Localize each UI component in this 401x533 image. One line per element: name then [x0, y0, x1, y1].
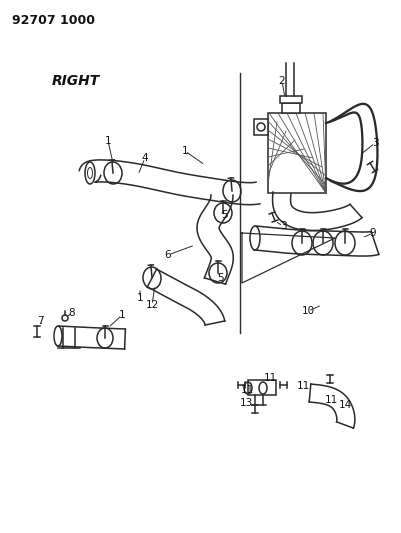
Text: 11: 11 [263, 373, 277, 383]
Text: 8: 8 [69, 308, 75, 318]
Bar [282, 103, 300, 113]
Text: 1: 1 [182, 146, 188, 156]
Text: 9: 9 [370, 228, 376, 238]
Text: 3: 3 [279, 221, 286, 231]
Text: 3: 3 [372, 138, 378, 148]
Text: RIGHT: RIGHT [52, 74, 100, 88]
Text: 5: 5 [222, 210, 228, 220]
Text: 10: 10 [302, 306, 314, 316]
Text: 7: 7 [36, 316, 43, 326]
Text: 2: 2 [279, 76, 286, 86]
Text: 14: 14 [338, 400, 352, 410]
Text: 5: 5 [217, 273, 223, 283]
Text: 12: 12 [146, 300, 159, 310]
Text: 11: 11 [324, 395, 338, 405]
Bar [268, 113, 326, 193]
Text: 92707 1000: 92707 1000 [12, 14, 95, 27]
Text: 13: 13 [239, 398, 253, 408]
Text: 1: 1 [119, 310, 125, 320]
Text: 11: 11 [296, 381, 310, 391]
Bar [254, 119, 268, 135]
Text: 11: 11 [240, 385, 253, 395]
Bar [280, 96, 302, 103]
Text: 1: 1 [137, 293, 143, 303]
Text: 1: 1 [105, 136, 111, 146]
Bar [248, 380, 276, 395]
Text: 6: 6 [165, 250, 171, 260]
Text: 4: 4 [142, 153, 148, 163]
